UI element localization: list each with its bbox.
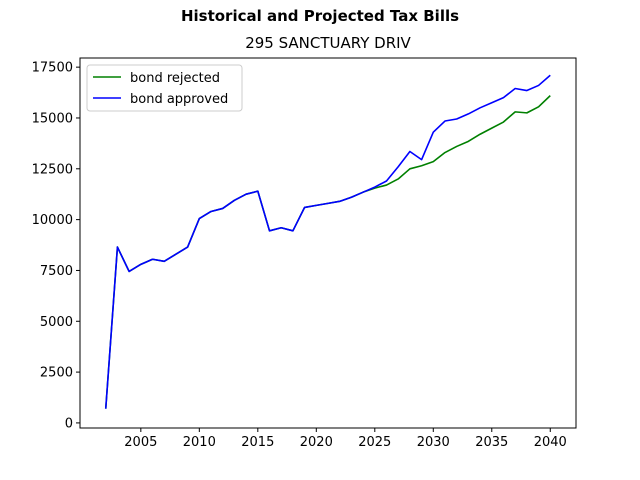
y-tick-label: 0 bbox=[65, 416, 73, 431]
y-tick-label: 2500 bbox=[40, 366, 73, 381]
x-tick-label: 2035 bbox=[475, 435, 508, 450]
chart-suptitle: Historical and Projected Tax Bills bbox=[180, 7, 460, 25]
legend-label: bond approved bbox=[130, 92, 228, 107]
chart-title: 295 SANCTUARY DRIV bbox=[245, 34, 411, 52]
axes: 2005 2010 2015 2020 2025 2030 2035 2040 0 2500 500… bbox=[32, 57, 577, 450]
x-tick-label: 2020 bbox=[300, 435, 333, 450]
y-tick-label: 17500 bbox=[32, 61, 73, 76]
x-tick-label: 2015 bbox=[241, 435, 274, 450]
y-tick-label: 12500 bbox=[32, 162, 73, 177]
legend-label: bond rejected bbox=[130, 71, 220, 86]
axes-frame bbox=[79, 57, 577, 429]
x-tick-label: 2030 bbox=[417, 435, 450, 450]
x-tick-label: 2010 bbox=[183, 435, 216, 450]
x-tick-label: 2040 bbox=[534, 435, 567, 450]
legend-box bbox=[86, 64, 243, 112]
x-tick-label: 2005 bbox=[124, 435, 157, 450]
y-tick-label: 5000 bbox=[40, 315, 73, 330]
legend: bond rejected bond approved bbox=[86, 64, 243, 112]
series-line-bond-rejected bbox=[104, 95, 551, 409]
y-tick-label: 7500 bbox=[40, 264, 73, 279]
series-line-bond-approved bbox=[104, 74, 551, 409]
y-tick-label: 10000 bbox=[32, 213, 73, 228]
x-tick-label: 2025 bbox=[358, 435, 391, 450]
plot-area bbox=[104, 74, 551, 409]
y-tick-label: 15000 bbox=[32, 111, 73, 126]
